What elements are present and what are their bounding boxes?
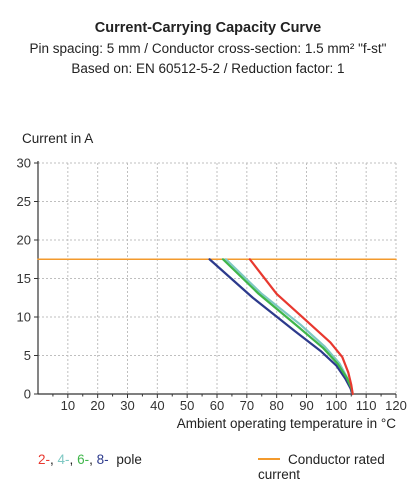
legend-rated: Conductor rated current — [258, 452, 416, 482]
x-tick-label: 120 — [385, 398, 407, 413]
x-tick-label: 60 — [210, 398, 224, 413]
y-axis-label: Current in A — [22, 131, 93, 146]
legend-pole-word: pole — [116, 452, 142, 467]
x-tick-label: 100 — [325, 398, 347, 413]
series-line-8 — [208, 258, 354, 396]
grid — [38, 162, 397, 394]
x-tick-label: 90 — [299, 398, 313, 413]
x-tick-label: 70 — [240, 398, 254, 413]
legend-pole-2: 2- — [38, 452, 51, 467]
axes — [34, 161, 397, 398]
chart-titles: Current-Carrying Capacity Curve Pin spac… — [0, 18, 416, 79]
tick-labels: 10 20 30 40 50 60 70 80 90 100 110 120 0 5 10 15 20 25 30 — [17, 156, 407, 414]
series-lines — [37, 258, 397, 396]
x-tick-label: 10 — [61, 398, 75, 413]
chart-title: Current-Carrying Capacity Curve — [94, 20, 322, 36]
x-tick-label: 110 — [356, 398, 377, 413]
legend-pole-8: 8- — [96, 452, 109, 467]
legend-sep: , — [69, 452, 78, 467]
legend-sep: , — [50, 452, 58, 467]
x-tick-label: 30 — [120, 398, 134, 413]
legend-sep: , — [89, 452, 97, 467]
legend-rated-swatch — [258, 458, 280, 461]
y-tick-label: 25 — [17, 194, 31, 209]
legend-rated-label: Conductor rated current — [258, 452, 385, 482]
y-tick-label: 20 — [17, 233, 31, 248]
x-axis-label: Ambient operating temperature in °C — [177, 416, 397, 431]
y-tick-label: 15 — [17, 271, 31, 286]
chart-subtitle-2: Based on: EN 60512-5-2 / Reduction facto… — [71, 61, 345, 76]
series-line-2 — [248, 258, 354, 396]
x-tick-label: 80 — [269, 398, 283, 413]
y-tick-label: 30 — [17, 156, 31, 171]
chart-subtitle: Pin spacing: 5 mm / Conductor cross-sect… — [29, 41, 387, 56]
x-tick-label: 20 — [90, 398, 104, 413]
x-tick-label: 40 — [150, 398, 164, 413]
legend-pole-6: 6- — [77, 452, 90, 467]
x-tick-label: 50 — [180, 398, 194, 413]
legend-pole-4: 4- — [57, 452, 70, 467]
legend-poles: 2-, 4-, 6-, 8- pole — [38, 452, 142, 467]
y-tick-label: 0 — [24, 387, 31, 402]
y-tick-label: 10 — [17, 310, 31, 325]
y-tick-label: 5 — [24, 348, 31, 363]
